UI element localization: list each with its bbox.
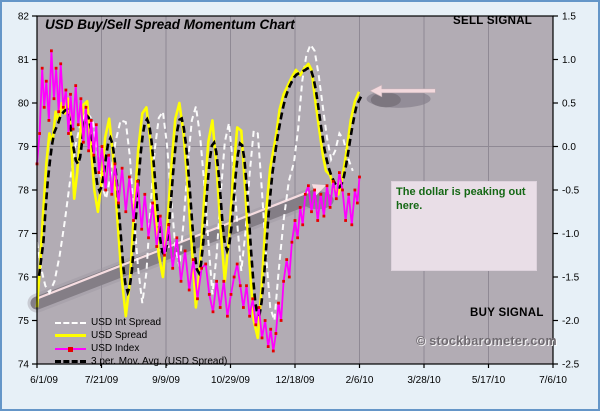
chart-legend: USD Int Spread USD Spread USD Index 3 per. … — [55, 316, 227, 368]
svg-text:3/28/10: 3/28/10 — [407, 375, 441, 386]
chart-title: USD Buy/Sell Spread Momentum Chart — [45, 17, 295, 32]
svg-text:-2.0: -2.0 — [562, 316, 580, 327]
legend-line-sample — [55, 360, 86, 363]
svg-text:5/17/10: 5/17/10 — [472, 375, 506, 386]
legend-item-label: 3 per. Mov. Avg. (USD Spread) — [91, 356, 228, 367]
legend-item: USD Index — [55, 342, 227, 355]
svg-text:0.0: 0.0 — [562, 142, 576, 153]
sell-signal-label: SELL SIGNAL — [453, 15, 533, 27]
svg-text:74: 74 — [18, 360, 30, 371]
svg-text:6/1/09: 6/1/09 — [30, 375, 58, 386]
legend-item: USD Int Spread — [55, 316, 227, 329]
legend-item-label: USD Spread — [91, 330, 148, 341]
svg-text:9/9/09: 9/9/09 — [152, 375, 180, 386]
svg-text:78: 78 — [18, 186, 30, 197]
svg-text:7/6/10: 7/6/10 — [539, 375, 567, 386]
legend-item-label: USD Int Spread — [91, 317, 162, 328]
svg-text:80: 80 — [18, 99, 30, 110]
svg-text:77: 77 — [18, 229, 30, 240]
svg-text:-1.5: -1.5 — [562, 273, 580, 284]
legend-line-sample — [55, 321, 86, 324]
series-usd-spread — [35, 62, 361, 340]
svg-text:10/29/09: 10/29/09 — [211, 375, 250, 386]
svg-text:76: 76 — [18, 273, 30, 284]
annotation-box: The dollar is peaking out here. — [391, 181, 537, 271]
annotation-text: The dollar is peaking out here. — [396, 186, 526, 213]
axis-labels: 82 81 80 79 78 77 76 75 74 1.5 1.0 0.5 0.0 -0.5 -1.0 -1… — [18, 12, 580, 387]
svg-text:75: 75 — [18, 316, 30, 327]
svg-text:2/6/10: 2/6/10 — [346, 375, 374, 386]
legend-item: 3 per. Mov. Avg. (USD Spread) — [55, 355, 227, 368]
svg-text:12/18/09: 12/18/09 — [276, 375, 315, 386]
svg-text:82: 82 — [18, 12, 30, 23]
legend-item-label: USD Index — [91, 343, 140, 354]
buy-signal-label: BUY SIGNAL — [470, 307, 544, 319]
svg-text:79: 79 — [18, 142, 30, 153]
legend-marker — [68, 346, 73, 352]
watermark-text: © stockbarometer.com — [416, 334, 557, 348]
svg-text:-1.0: -1.0 — [562, 229, 580, 240]
svg-text:0.5: 0.5 — [562, 99, 576, 110]
svg-text:1.5: 1.5 — [562, 12, 576, 23]
svg-text:1.0: 1.0 — [562, 55, 576, 66]
legend-line-sample — [55, 346, 86, 352]
svg-text:-0.5: -0.5 — [562, 186, 580, 197]
series-usd-index — [35, 49, 361, 353]
svg-text:-2.5: -2.5 — [562, 360, 580, 371]
left-arrow-annotation — [366, 84, 436, 108]
legend-line-sample — [55, 334, 86, 337]
svg-text:81: 81 — [18, 55, 30, 66]
svg-text:7/21/09: 7/21/09 — [85, 375, 119, 386]
legend-item: USD Spread — [55, 329, 227, 342]
